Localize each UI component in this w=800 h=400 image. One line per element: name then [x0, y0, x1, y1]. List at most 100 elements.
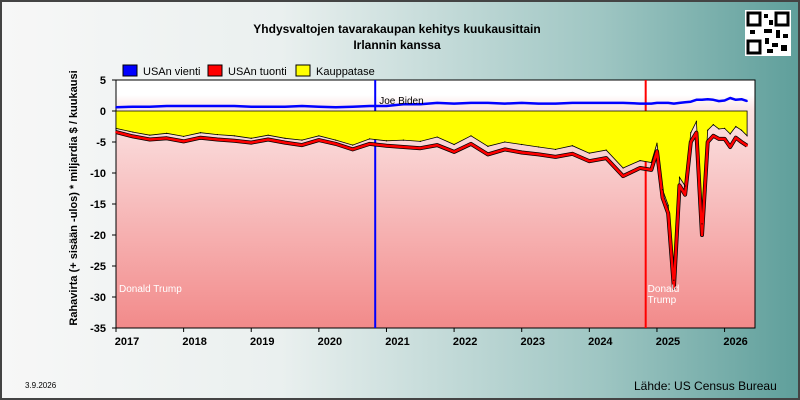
data-point-kauppatase: [250, 137, 252, 139]
data-point-usan-tuonti: [487, 153, 489, 156]
data-point-usan-tuonti: [351, 148, 354, 151]
data-point-usan-tuonti: [684, 193, 686, 196]
data-point-kauppatase: [701, 223, 703, 225]
data-point-usan-tuonti: [334, 143, 337, 145]
data-point-kauppatase: [684, 185, 686, 187]
annotation-label: Joe Biden: [379, 96, 423, 107]
data-point-usan-vienti: [487, 102, 489, 104]
data-point-kauppatase: [605, 149, 607, 151]
data-point-usan-tuonti: [165, 137, 168, 140]
data-point-kauppatase: [267, 134, 269, 136]
data-point-usan-tuonti: [718, 138, 720, 140]
data-point-kauppatase: [735, 125, 737, 128]
data-point-kauppatase: [554, 148, 557, 151]
data-point-usan-tuonti: [729, 146, 732, 148]
data-point-usan-tuonti: [712, 135, 715, 137]
data-point-kauppatase: [301, 139, 303, 141]
data-point-kauppatase: [453, 143, 455, 146]
legend: USAn vienti USAn tuonti Kauppatase: [122, 64, 375, 78]
data-point-usan-vienti: [284, 105, 286, 108]
data-point-usan-vienti: [735, 99, 737, 101]
data-point-usan-vienti: [182, 105, 185, 107]
data-point-usan-vienti: [199, 105, 202, 107]
data-point-usan-tuonti: [267, 138, 269, 141]
y-tick-label: -5: [96, 137, 106, 149]
data-point-kauppatase: [487, 145, 489, 147]
data-point-kauppatase: [712, 124, 714, 126]
data-point-kauppatase: [318, 135, 320, 137]
data-point-kauppatase: [740, 129, 743, 131]
data-point-kauppatase: [183, 135, 185, 138]
data-point-usan-vienti: [588, 102, 591, 104]
data-point-kauppatase: [707, 129, 709, 131]
annotation-label: Donald Trump: [119, 284, 182, 295]
data-point-kauppatase: [729, 133, 731, 135]
data-point-kauppatase: [695, 120, 697, 123]
data-point-usan-tuonti: [149, 138, 151, 141]
data-point-usan-vienti: [689, 100, 692, 103]
x-tick-label: 2017: [115, 336, 139, 348]
x-tick-label: 2025: [656, 336, 680, 348]
data-point-usan-vienti: [729, 97, 732, 99]
data-point-usan-tuonti: [661, 197, 664, 199]
data-point-usan-tuonti: [402, 146, 405, 148]
data-point-usan-tuonti: [650, 169, 653, 171]
data-point-usan-tuonti: [656, 150, 658, 153]
data-point-usan-vienti: [402, 103, 405, 105]
annotation-word: Trump: [648, 295, 677, 306]
x-tick-label: 2022: [453, 336, 477, 348]
data-point-usan-tuonti: [695, 131, 698, 134]
data-point-kauppatase: [368, 138, 371, 140]
y-tick-label: -30: [90, 292, 106, 304]
data-point-usan-vienti: [746, 100, 748, 102]
data-point-kauppatase: [166, 132, 168, 134]
data-point-usan-tuonti: [701, 234, 703, 236]
data-point-usan-vienti: [678, 102, 681, 104]
data-point-kauppatase: [521, 143, 523, 146]
data-point-kauppatase: [690, 132, 692, 134]
annotation-word: Donald: [648, 284, 680, 295]
data-point-usan-tuonti: [284, 141, 286, 144]
data-point-usan-tuonti: [706, 141, 709, 143]
data-point-usan-vienti: [673, 102, 675, 105]
data-point-usan-tuonti: [723, 138, 726, 140]
data-point-usan-tuonti: [216, 138, 219, 141]
data-point-kauppatase: [538, 146, 540, 148]
data-point-usan-vienti: [571, 102, 574, 104]
x-tick-label: 2024: [588, 336, 613, 348]
data-point-usan-tuonti: [605, 157, 608, 159]
data-point-usan-vienti: [695, 99, 698, 101]
data-point-usan-tuonti: [740, 141, 743, 143]
y-tick-label: 5: [100, 75, 106, 87]
data-point-usan-tuonti: [639, 167, 641, 169]
data-point-kauppatase: [149, 134, 151, 136]
data-point-usan-vienti: [149, 105, 151, 108]
qr-code-icon: [745, 10, 791, 56]
legend-label: USAn tuonti: [228, 66, 287, 78]
data-point-usan-tuonti: [735, 136, 737, 139]
data-point-usan-tuonti: [233, 139, 236, 142]
data-point-usan-vienti: [504, 102, 506, 105]
data-point-usan-tuonti: [199, 136, 202, 139]
data-point-usan-vienti: [436, 102, 438, 104]
x-tick-label: 2020: [318, 336, 342, 348]
data-point-kauppatase: [335, 139, 337, 141]
data-point-usan-vienti: [385, 105, 388, 107]
series-line-usan-tuonti: [115, 130, 748, 289]
y-tick-label: -20: [90, 230, 106, 242]
data-point-usan-vienti: [622, 102, 624, 104]
y-axis-label: Rahavirta (+ sisään -ulos) * miljardia $…: [68, 70, 80, 325]
data-point-kauppatase: [132, 131, 134, 133]
x-tick-label: 2018: [182, 336, 206, 348]
data-point-kauppatase: [385, 140, 388, 142]
y-tick-label: -15: [90, 199, 106, 211]
chart-subtitle: Irlannin kanssa: [353, 38, 441, 52]
data-point-kauppatase: [661, 189, 664, 191]
data-point-usan-vienti: [233, 105, 236, 107]
legend-swatch: [122, 64, 138, 77]
data-point-usan-tuonti: [673, 286, 675, 289]
data-point-kauppatase: [284, 137, 286, 139]
data-point-usan-tuonti: [115, 131, 117, 133]
data-point-usan-tuonti: [571, 152, 574, 155]
